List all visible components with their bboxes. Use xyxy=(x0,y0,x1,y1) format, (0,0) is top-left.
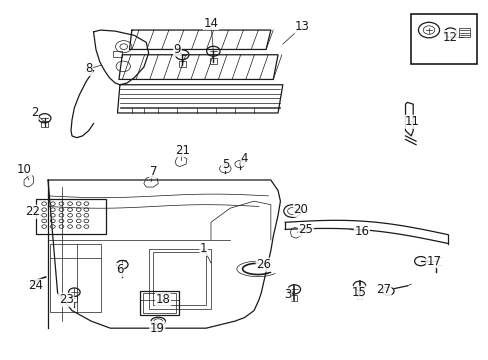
Text: 1: 1 xyxy=(200,242,207,255)
Text: 13: 13 xyxy=(294,20,309,33)
Text: 5: 5 xyxy=(221,158,228,171)
Text: 3: 3 xyxy=(284,288,291,301)
Text: 25: 25 xyxy=(298,223,313,236)
Bar xyxy=(112,51,122,57)
Text: 18: 18 xyxy=(155,293,170,306)
Bar xyxy=(410,14,476,64)
Text: 14: 14 xyxy=(203,17,218,30)
Text: 23: 23 xyxy=(59,293,74,306)
Bar xyxy=(148,249,210,309)
Text: 2: 2 xyxy=(31,107,38,120)
Text: 15: 15 xyxy=(351,287,366,300)
Text: 12: 12 xyxy=(442,31,457,44)
Bar xyxy=(140,291,179,315)
Bar xyxy=(458,28,469,37)
Bar xyxy=(41,121,48,127)
Bar xyxy=(291,295,297,301)
Bar xyxy=(356,292,362,298)
Text: 6: 6 xyxy=(116,264,123,276)
Text: 11: 11 xyxy=(404,115,419,128)
Text: 20: 20 xyxy=(293,203,308,216)
Text: 8: 8 xyxy=(85,62,92,75)
Text: 10: 10 xyxy=(17,163,31,176)
Bar xyxy=(209,58,216,64)
Text: 26: 26 xyxy=(256,258,271,271)
Text: 21: 21 xyxy=(174,144,189,157)
Bar xyxy=(50,243,101,312)
Text: 24: 24 xyxy=(28,279,43,292)
Text: 4: 4 xyxy=(240,152,248,165)
Bar xyxy=(142,293,176,313)
Text: 16: 16 xyxy=(354,225,368,238)
Text: 9: 9 xyxy=(173,43,181,56)
Text: 7: 7 xyxy=(149,165,157,178)
Text: 17: 17 xyxy=(426,255,440,267)
Bar xyxy=(71,296,77,302)
Text: 27: 27 xyxy=(375,283,390,296)
Text: 19: 19 xyxy=(149,322,164,335)
Bar xyxy=(36,199,105,234)
Bar xyxy=(179,61,185,67)
Bar xyxy=(153,252,206,305)
Text: 22: 22 xyxy=(25,205,40,218)
